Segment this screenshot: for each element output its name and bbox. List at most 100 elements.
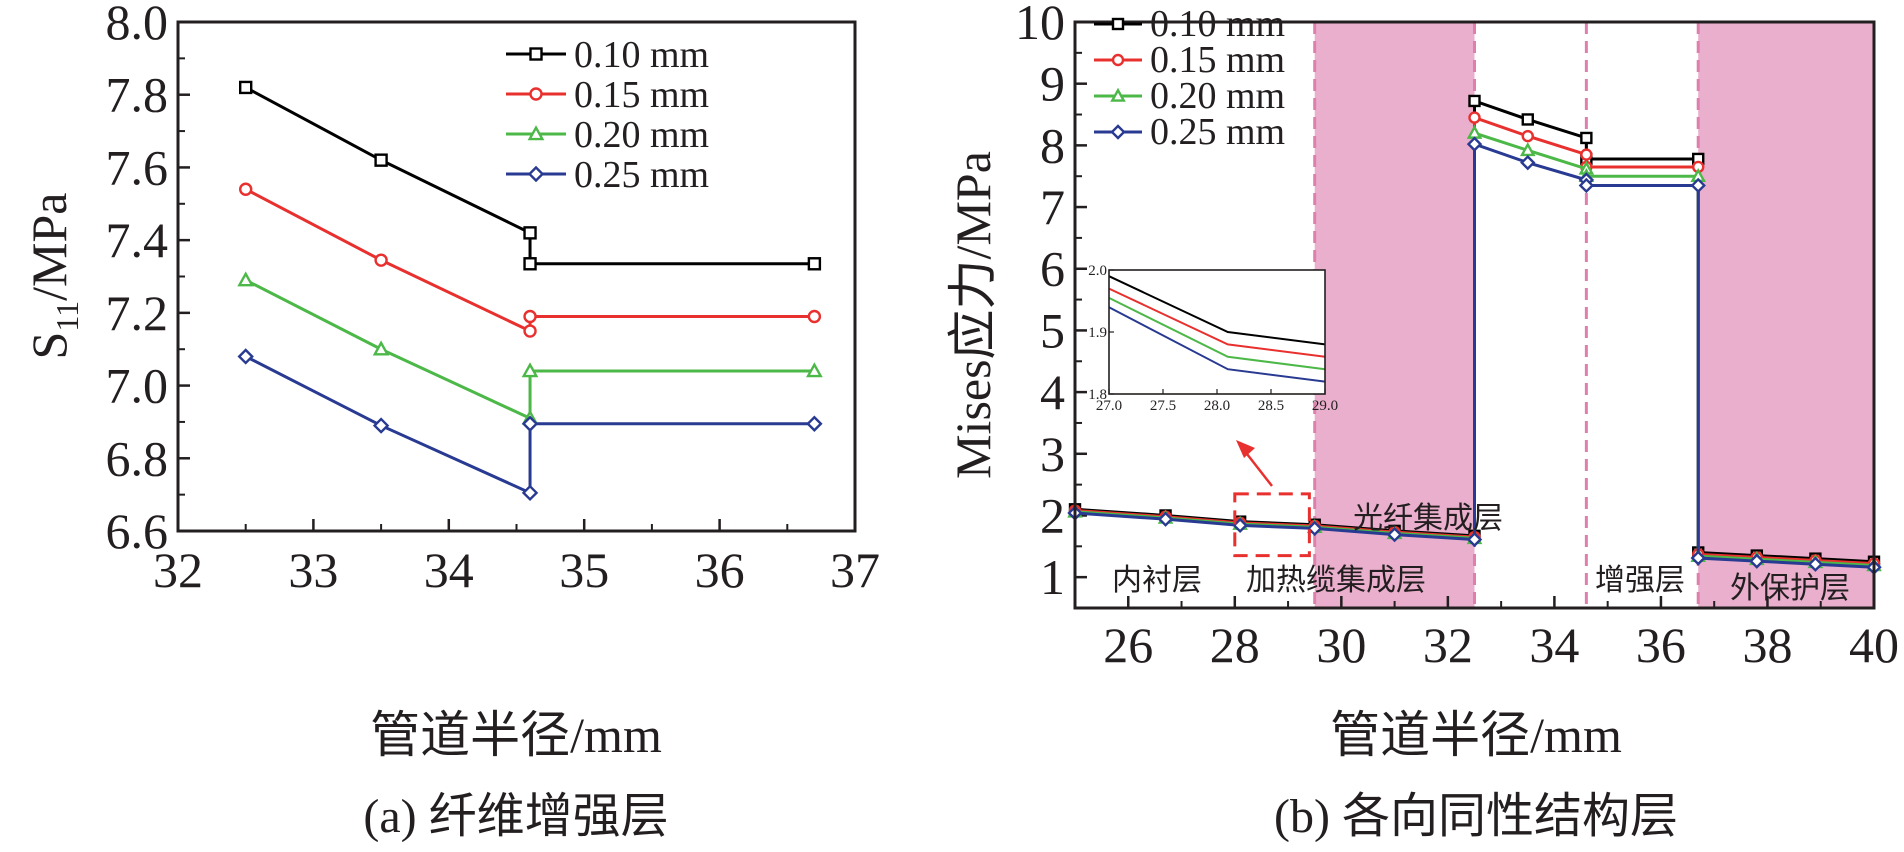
data-point-marker [1157,511,1174,527]
x-tick-label: 26 [1103,617,1153,673]
x-tick-label: 38 [1742,617,1792,673]
data-point-marker [806,415,823,432]
data-point-marker [1690,550,1706,566]
chart-a-y-axis-title: S11/MPa [21,193,85,360]
chart-b-series [1067,94,1882,575]
series-line-2 [245,278,815,421]
legend-marker [527,165,545,183]
chart-a-caption: (a) 纤维增强层 [363,790,668,843]
data-point-marker [807,309,822,324]
inset-x-tick-label: 29.0 [1312,398,1338,414]
data-point-marker [238,182,253,196]
data-point-marker [372,340,390,356]
y-tick-label: 6.6 [106,503,169,559]
y-tick-label: 9 [1040,56,1065,112]
data-point-marker [1466,136,1483,152]
legend-marker [1111,53,1125,67]
shaded-region [1698,22,1874,608]
inset-background [1109,270,1325,394]
x-tick-label: 35 [559,542,609,598]
legend-label: 0.25 mm [1150,111,1285,153]
y-tick-label: 1 [1040,549,1065,605]
data-point-marker [1690,177,1706,194]
region-label-lining: 内衬层 [1112,563,1202,598]
y-tick-label: 8.0 [106,0,169,50]
chart-a-ticks [176,20,857,533]
legend-label: 0.15 mm [574,74,709,116]
y-tick-label: 7.4 [106,212,169,268]
y-tick-label: 7.0 [106,358,169,414]
data-point-marker [1520,154,1536,171]
y-tick-label: 6.8 [106,430,169,486]
data-point-marker [1466,531,1483,548]
data-point-marker [1521,113,1534,126]
chart-b-x-axis-title: 管道半径/mm [1330,707,1622,763]
inset-x-tick-label: 28.0 [1204,398,1230,414]
x-tick-label: 32 [1423,617,1473,673]
data-point-marker [1578,177,1595,194]
chart-a: 32 33 34 35 36 37 6.6 6.8 7.0 7.2 7.4 7.6 7.8 8.0 0.1… [21,0,880,843]
inset-series-line-0 [1108,275,1326,346]
data-point-marker [807,257,822,271]
x-tick-label: 34 [1529,617,1579,673]
data-point-marker [523,257,537,271]
inset-x-tick-label: 28.5 [1258,398,1284,414]
legend-marker [1111,17,1125,31]
legend-label: 0.10 mm [574,34,709,76]
zoom-arrow-head [1236,440,1255,458]
data-point-marker [374,253,388,267]
zoom-arrow-line [1246,453,1273,487]
data-point-marker [521,362,539,378]
y-tick-label: 7.2 [106,285,169,341]
data-point-marker [1468,94,1481,108]
data-point-marker [374,153,388,167]
chart-a-y-axis-symbol: S [21,332,77,360]
data-point-marker [521,415,539,432]
legend-marker [529,87,543,101]
data-point-marker [1580,148,1593,161]
legend-label: 0.20 mm [1150,75,1285,117]
chart-a-y-axis-subscript: 11 [49,301,85,332]
chart-b-shaded-regions [1314,22,1874,608]
inset-series-line-3 [1108,306,1326,383]
data-point-marker [523,309,537,324]
chart-b-ticks [1075,20,1876,608]
data-point-marker [1519,142,1536,157]
legend-marker [527,125,545,141]
data-point-marker [237,271,255,287]
chart-a-x-axis-title: 管道半径/mm [370,707,662,763]
chart-a-plot-frame [176,20,857,533]
legend-label: 0.20 mm [574,114,709,156]
data-point-marker [521,484,539,502]
inset-y-tick-label: 1.9 [1088,325,1107,341]
x-tick-label: 28 [1210,617,1260,673]
region-label-optical: 光纤集成层 [1353,501,1503,536]
x-tick-label: 33 [288,542,338,598]
chart-a-tick-labels: 32 33 34 35 36 37 6.6 6.8 7.0 7.2 7.4 7.6 7.8 8.0 [106,0,881,598]
chart-a-series [237,80,823,502]
legend-marker [1110,87,1126,102]
y-tick-label: 3 [1040,426,1065,482]
inset-y-tick-label: 1.8 [1088,387,1107,403]
legend-marker [1110,124,1126,140]
inset-x-tick-label: 27.0 [1096,398,1122,414]
chart-b-y-axis-title: Mises应力/MPa [945,151,1001,479]
data-point-marker [523,324,537,338]
data-point-marker [1307,520,1323,537]
data-point-marker [1468,111,1481,124]
chart-b-inset: 27.0 27.5 28.0 28.5 29.0 1.8 1.9 2.0 [1088,263,1338,414]
data-point-marker [238,80,253,95]
chart-b-zoom-indicator [1233,440,1311,558]
inset-series-line-2 [1108,297,1326,371]
data-point-marker [1580,131,1593,145]
y-tick-label: 7.8 [106,67,169,123]
y-tick-label: 2 [1040,487,1065,543]
region-label-heating: 加热缆集成层 [1246,563,1426,598]
legend-label: 0.25 mm [574,154,709,196]
region-label-outer: 外保护层 [1730,571,1850,606]
y-tick-label: 7 [1040,179,1065,235]
chart-b-plot-frame [1073,20,1876,610]
data-point-marker [1521,129,1534,143]
